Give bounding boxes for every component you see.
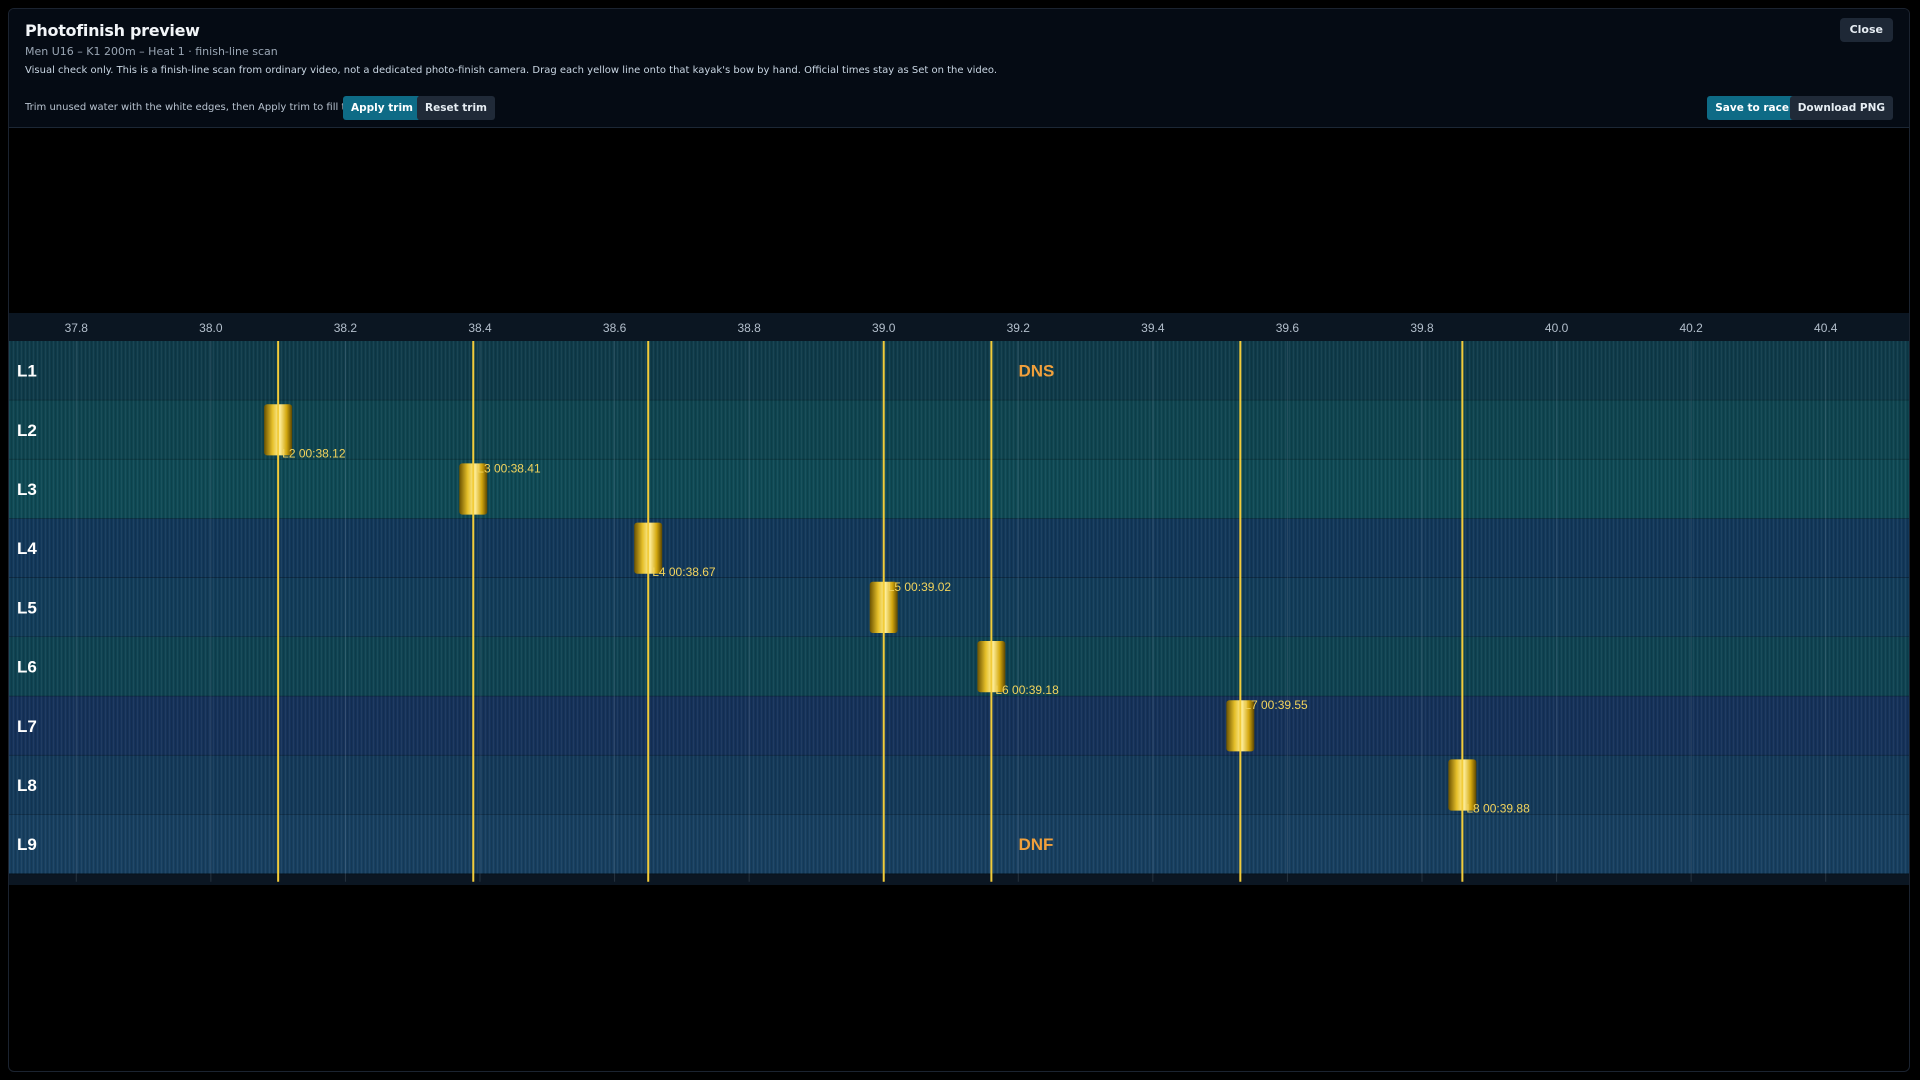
close-button[interactable]: Close xyxy=(1839,18,1893,42)
race-subtitle: Men U16 – K1 200m – Heat 1 · finish-line… xyxy=(25,45,278,58)
tick-label: 39.8 xyxy=(1410,321,1434,335)
apply-trim-button[interactable]: Apply trim xyxy=(343,96,421,120)
lane-label: L8 xyxy=(17,776,37,795)
trim-toolbar: Trim unused water with the white edges, … xyxy=(9,89,1909,128)
tick-label: 39.0 xyxy=(872,321,896,335)
tick-label: 40.0 xyxy=(1545,321,1569,335)
lane-texture xyxy=(9,637,1909,697)
finish-time-label: L4 00:38.67 xyxy=(652,565,716,579)
lane-texture xyxy=(9,577,1909,637)
tick-label: 39.6 xyxy=(1276,321,1300,335)
photofinish-modal: Photofinish preview Men U16 – K1 200m – … xyxy=(8,8,1910,1072)
tick-label: 39.2 xyxy=(1007,321,1031,335)
lane-texture xyxy=(9,459,1909,519)
lane-texture xyxy=(9,341,1909,401)
lane-label: L9 xyxy=(17,835,37,854)
lane-texture xyxy=(9,755,1909,815)
tick-label: 38.2 xyxy=(334,321,358,335)
lane-label: L2 xyxy=(17,421,37,440)
time-axis-band xyxy=(9,313,1909,341)
tick-label: 38.0 xyxy=(199,321,223,335)
tick-label: 40.4 xyxy=(1814,321,1838,335)
tick-label: 40.2 xyxy=(1679,321,1703,335)
visual-check-notice: Visual check only. This is a finish-line… xyxy=(25,65,998,76)
finish-time-label: L6 00:39.18 xyxy=(995,683,1059,697)
lane-texture xyxy=(9,814,1909,874)
finish-time-label: L7 00:39.55 xyxy=(1244,698,1308,712)
save-to-race-button[interactable]: Save to race xyxy=(1707,96,1797,120)
photofinish-scan: 37.8 38.0 38.2 38.4 38.6 38.8 39.0 39.2 39.4 39.6… xyxy=(9,313,1909,885)
download-png-button[interactable]: Download PNG xyxy=(1789,96,1893,120)
tick-label: 38.8 xyxy=(737,321,761,335)
finish-time-label: L8 00:39.88 xyxy=(1466,802,1530,816)
status-label: DNF xyxy=(1018,835,1053,854)
lane-label: L4 xyxy=(17,539,37,558)
trim-hint: Trim unused water with the white edges, … xyxy=(25,102,389,113)
tick-label: 38.6 xyxy=(603,321,627,335)
finish-time-label: L3 00:38.41 xyxy=(477,461,541,475)
axis-bottom-band xyxy=(9,873,1909,885)
lane-texture xyxy=(9,696,1909,756)
status-label: DNS xyxy=(1018,362,1054,381)
tick-label: 39.4 xyxy=(1141,321,1165,335)
finish-time-label: L5 00:39.02 xyxy=(888,580,952,594)
lane-label: L5 xyxy=(17,598,37,617)
modal-header: Photofinish preview Men U16 – K1 200m – … xyxy=(9,9,1909,90)
lane-texture xyxy=(9,400,1909,460)
lane-label: L6 xyxy=(17,658,37,677)
page-title: Photofinish preview xyxy=(25,21,200,40)
lane-texture xyxy=(9,518,1909,578)
reset-trim-button[interactable]: Reset trim xyxy=(417,96,495,120)
tick-label: 38.4 xyxy=(468,321,492,335)
lane-label: L3 xyxy=(17,480,37,499)
lane-label: L1 xyxy=(17,362,37,381)
finish-time-label: L2 00:38.12 xyxy=(282,446,346,460)
lane-label: L7 xyxy=(17,717,37,736)
photofinish-chart: 37.8 38.0 38.2 38.4 38.6 38.8 39.0 39.2 39.4 39.6… xyxy=(9,313,1909,885)
tick-label: 37.8 xyxy=(65,321,89,335)
